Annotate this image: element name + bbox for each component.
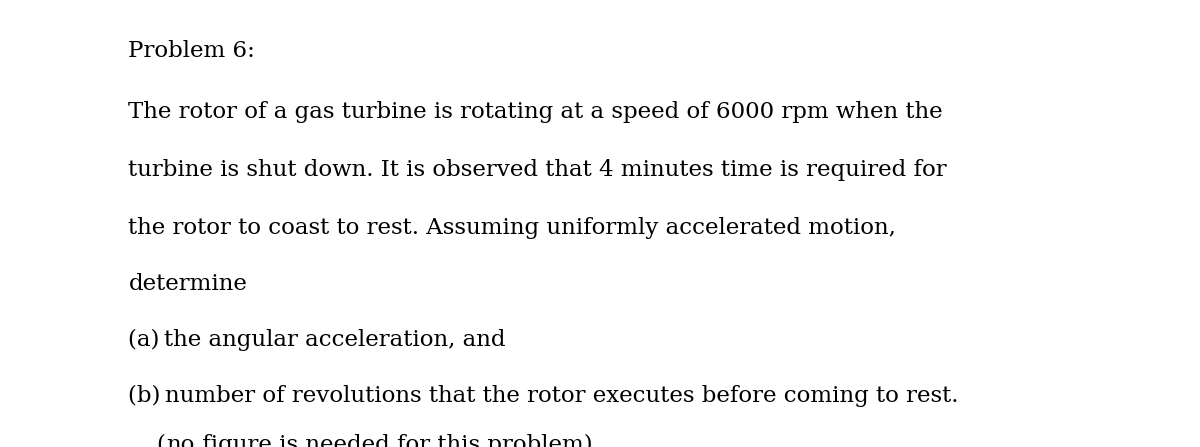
- Text: turbine is shut down. It is observed that 4 minutes time is required for: turbine is shut down. It is observed tha…: [128, 159, 947, 181]
- Text: (b) number of revolutions that the rotor executes before coming to rest.: (b) number of revolutions that the rotor…: [128, 384, 959, 406]
- Text: (: (: [128, 434, 167, 447]
- Text: the rotor to coast to rest. Assuming uniformly accelerated motion,: the rotor to coast to rest. Assuming uni…: [128, 217, 896, 239]
- Text: Problem 6:: Problem 6:: [128, 40, 256, 62]
- Text: determine: determine: [128, 273, 247, 295]
- Text: The rotor of a gas turbine is rotating at a speed of 6000 rpm when the: The rotor of a gas turbine is rotating a…: [128, 101, 943, 122]
- Text: no: no: [167, 434, 194, 447]
- Text: figure is needed for this problem).: figure is needed for this problem).: [194, 434, 600, 447]
- Text: (a) the angular acceleration, and: (a) the angular acceleration, and: [128, 329, 506, 350]
